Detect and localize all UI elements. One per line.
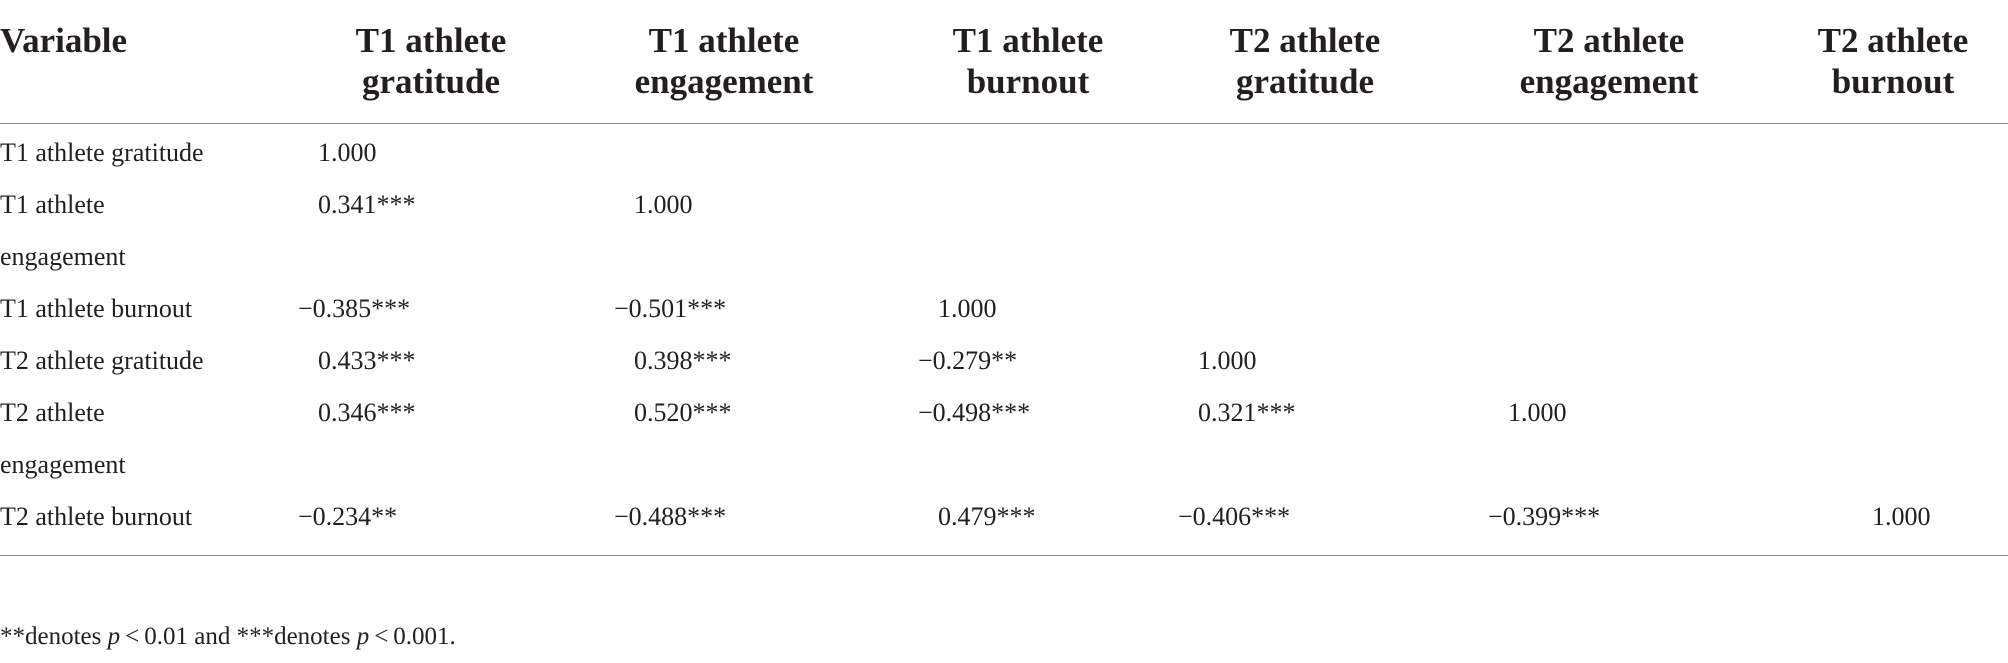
table-cell: 0.433***: [318, 346, 416, 375]
table-cell: [1778, 179, 2008, 283]
table-cell: [1778, 387, 2008, 491]
row-label: T1 athlete burnout: [0, 294, 193, 323]
table-cell: 1.000: [1198, 346, 1257, 375]
table-row: T2 athlete burnout −0.234** −0.488*** 0.…: [0, 491, 2008, 556]
correlation-table-container: Variable T1 athlete gratitude T1 athlete e…: [0, 0, 2008, 556]
table-header: Variable T1 athlete gratitude T1 athlete e…: [0, 0, 2008, 124]
table-cell: [562, 124, 886, 180]
table-cell: 1.000: [318, 138, 377, 167]
column-header-t2-gratitude: T2 athlete gratitude: [1170, 0, 1440, 124]
column-header-t1-engagement: T1 athlete engagement: [562, 0, 886, 124]
table-row: T1 athlete gratitude 1.000: [0, 124, 2008, 180]
table-cell: 1.000: [1778, 491, 2008, 556]
table-cell: −0.406***: [1170, 491, 1440, 556]
column-header-t1-burnout: T1 athlete burnout: [886, 0, 1170, 124]
table-cell: −0.488***: [562, 491, 886, 556]
table-row: T2 athlete gratitude 0.433*** 0.398*** −…: [0, 335, 2008, 387]
row-label: T2 athlete gratitude: [0, 346, 204, 375]
column-header-t1-gratitude: T1 athlete gratitude: [300, 0, 562, 124]
table-cell: −0.399***: [1440, 491, 1778, 556]
table-cell: [886, 124, 1170, 180]
table-cell: 0.346***: [318, 398, 416, 427]
row-label: T1 athlete engagement: [0, 190, 126, 271]
table-cell: 1.000: [938, 294, 997, 323]
table-cell: 1.000: [634, 190, 693, 219]
table-row: T1 athlete engagement 0.341*** 1.000: [0, 179, 2008, 283]
row-label: T1 athlete gratitude: [0, 138, 204, 167]
table-footnote: **denotes p < 0.01 and ***denotes p < 0.…: [0, 623, 456, 650]
table-row: T2 athlete engagement 0.346*** 0.520*** −…: [0, 387, 2008, 491]
row-label: T2 athlete engagement: [0, 398, 126, 479]
table-cell: [886, 179, 1170, 283]
table-cell: [1440, 335, 1778, 387]
table-cell: [1778, 335, 2008, 387]
table-body: T1 athlete gratitude 1.000 T1 athlete eng…: [0, 124, 2008, 556]
table-cell: −0.279**: [918, 346, 1018, 375]
table-cell: [1778, 124, 2008, 180]
table-cell: −0.234**: [298, 491, 562, 556]
table-cell: [1440, 283, 1778, 335]
table-cell: 0.341***: [318, 190, 416, 219]
column-header-t2-burnout: T2 athlete burnout: [1778, 0, 2008, 124]
table-cell: [1170, 179, 1440, 283]
table-cell: [1170, 124, 1440, 180]
correlation-table: Variable T1 athlete gratitude T1 athlete e…: [0, 0, 2008, 556]
table-cell: −0.501***: [614, 294, 727, 323]
table-cell: −0.498***: [918, 398, 1031, 427]
column-header-t2-engagement: T2 athlete engagement: [1440, 0, 1778, 124]
table-cell: 1.000: [1508, 398, 1567, 427]
row-label: T2 athlete burnout: [0, 491, 300, 556]
table-cell: 0.479***: [886, 491, 1170, 556]
header-row: Variable T1 athlete gratitude T1 athlete e…: [0, 0, 2008, 124]
table-cell: 0.321***: [1198, 398, 1296, 427]
table-cell: −0.385***: [298, 294, 411, 323]
table-cell: [1440, 124, 1778, 180]
table-row: T1 athlete burnout −0.385*** −0.501*** 1…: [0, 283, 2008, 335]
table-cell: [1170, 283, 1440, 335]
column-header-variable: Variable: [0, 0, 300, 124]
table-cell: [1440, 179, 1778, 283]
table-cell: [1778, 283, 2008, 335]
table-cell: 0.520***: [634, 398, 732, 427]
table-cell: 0.398***: [634, 346, 732, 375]
